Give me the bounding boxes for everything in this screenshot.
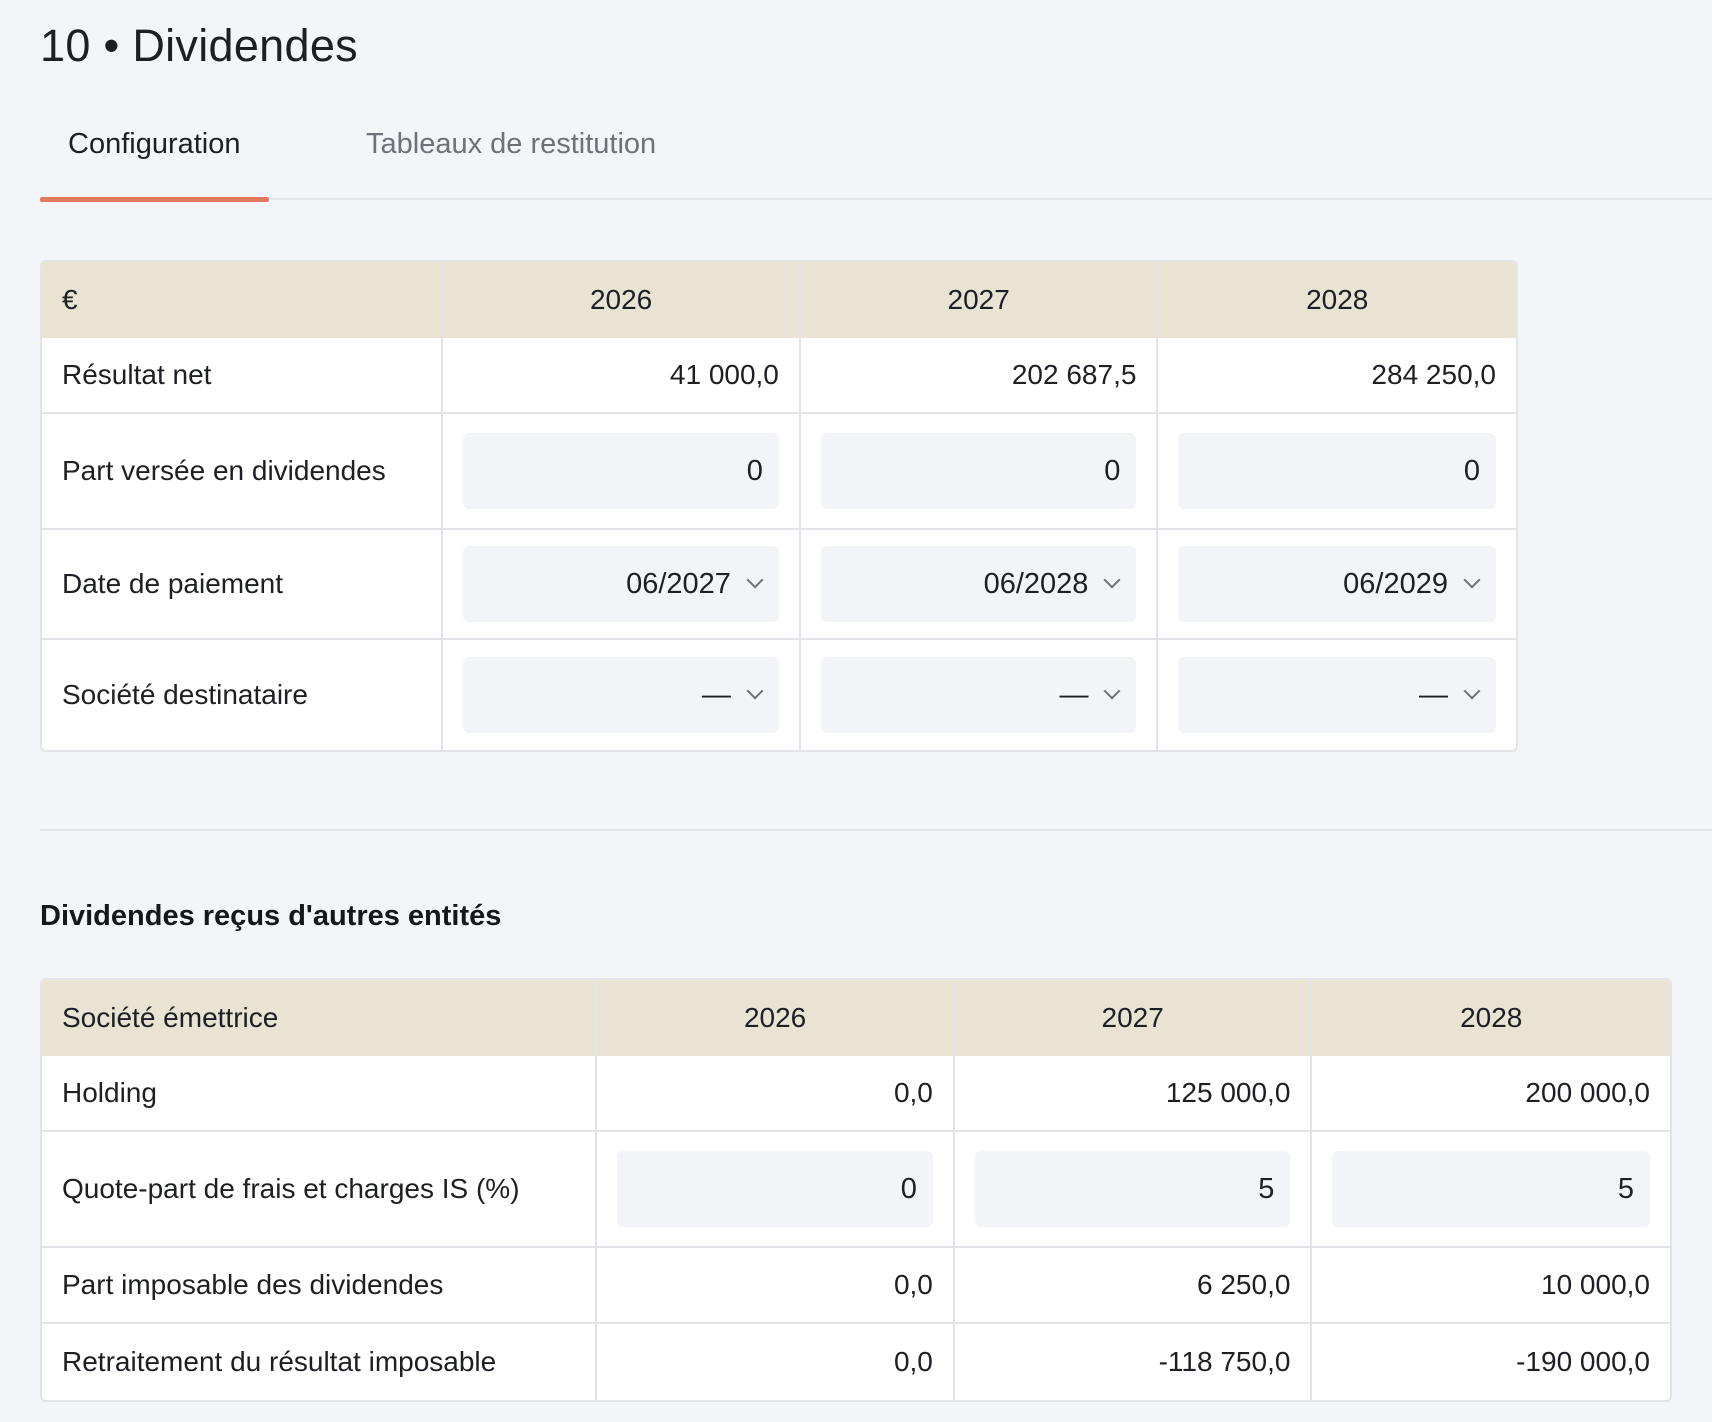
taxable-share-value: 10 000,0: [1312, 1248, 1670, 1324]
chevron-down-icon: [746, 682, 764, 700]
tax-restatement-value: 0,0: [597, 1324, 955, 1400]
payment-date-select[interactable]: 06/2028: [820, 546, 1137, 622]
tab-bar: Configuration Tableaux de restitution: [40, 110, 1712, 202]
row-label-fees-share: Quote-part de frais et charges IS (%): [42, 1132, 598, 1248]
row-label-tax-restatement: Retraitement du résultat imposable: [42, 1324, 598, 1400]
row-label-net-result: Résultat net: [42, 338, 444, 414]
holding-value: 125 000,0: [954, 1056, 1313, 1132]
received-dividends-table: Société émettrice 2026 2027 2028 Holding…: [40, 978, 1672, 1402]
payout-share-input[interactable]: 0: [820, 433, 1137, 509]
recipient-company-select[interactable]: —: [820, 657, 1137, 733]
recipient-company-select[interactable]: —: [463, 657, 779, 733]
tax-restatement-value: -190 000,0: [1516, 1346, 1650, 1377]
chevron-down-icon: [1463, 571, 1481, 589]
recipient-company-value: —: [701, 678, 731, 711]
table-row: Quote-part de frais et charges IS (%) 0 …: [42, 1132, 1670, 1248]
table-row: Date de paiement 06/2027 06/2028 06/2029: [42, 530, 1516, 640]
payment-date-value: 06/2028: [983, 567, 1089, 600]
table-row: Résultat net 41 000,0 202 687,5 284 250,…: [42, 338, 1516, 414]
net-result-value: 202 687,5: [800, 338, 1159, 414]
chevron-down-icon: [1463, 682, 1481, 700]
recipient-company-value: —: [1419, 678, 1448, 711]
table-row: Retraitement du résultat imposable 0,0 -…: [42, 1324, 1670, 1400]
table-row: Holding 0,0 125 000,0 200 000,0: [42, 1056, 1670, 1132]
year-header: 2027: [800, 262, 1159, 338]
dividends-table: € 2026 2027 2028 Résultat net 41 000,0 2…: [40, 260, 1518, 752]
taxable-share-value: 0,0: [597, 1248, 955, 1324]
page-title: 10 • Dividendes: [40, 20, 358, 71]
tax-restatement-value: -118 750,0: [955, 1324, 1313, 1400]
fees-share-input[interactable]: 0: [617, 1151, 933, 1227]
row-label-holding: Holding: [42, 1056, 598, 1132]
year-header: 2026: [443, 262, 801, 338]
year-header: 2028: [1312, 980, 1670, 1056]
recipient-company-select[interactable]: —: [1178, 657, 1496, 733]
section-title-received-dividends: Dividendes reçus d'autres entités: [40, 900, 502, 932]
row-label-payout-share: Part versée en dividendes: [42, 414, 444, 530]
chevron-down-icon: [746, 571, 764, 589]
table-row: Part versée en dividendes 0 0 0: [42, 414, 1516, 530]
payment-date-select[interactable]: 06/2029: [1178, 546, 1496, 622]
payment-date-select[interactable]: 06/2027: [463, 546, 779, 622]
tab-configuration[interactable]: Configuration: [40, 128, 269, 202]
chevron-down-icon: [1103, 571, 1121, 589]
holding-value: 200 000,0: [1312, 1056, 1670, 1132]
net-result-value: 284 250,0: [1158, 338, 1516, 414]
issuer-header: Société émettrice: [42, 980, 598, 1056]
row-label-payment-date: Date de paiement: [42, 530, 444, 640]
year-header: 2028: [1158, 262, 1516, 338]
row-label-taxable-share: Part imposable des dividendes: [42, 1248, 598, 1324]
section-divider: [40, 829, 1712, 831]
holding-value: 0,0: [597, 1056, 955, 1132]
payment-date-value: 06/2027: [626, 567, 731, 600]
tab-tableaux-de-restitution[interactable]: Tableaux de restitution: [366, 128, 657, 160]
taxable-share-value: 6 250,0: [954, 1248, 1313, 1324]
table-row: Part imposable des dividendes 0,0 6 250,…: [42, 1248, 1670, 1324]
year-header: 2027: [954, 980, 1313, 1056]
row-label-recipient-company: Société destinataire: [42, 640, 444, 750]
currency-header: €: [42, 262, 444, 338]
year-header: 2026: [597, 980, 955, 1056]
recipient-company-value: —: [1059, 678, 1089, 711]
payout-share-input[interactable]: 0: [463, 433, 779, 509]
payment-date-value: 06/2029: [1343, 567, 1448, 600]
fees-share-input[interactable]: 5: [974, 1151, 1291, 1227]
fees-share-input[interactable]: 5: [1332, 1151, 1650, 1227]
net-result-value: 41 000,0: [443, 338, 801, 414]
payout-share-input[interactable]: 0: [1178, 433, 1496, 509]
chevron-down-icon: [1103, 682, 1121, 700]
table-row: Société destinataire — — —: [42, 640, 1516, 750]
